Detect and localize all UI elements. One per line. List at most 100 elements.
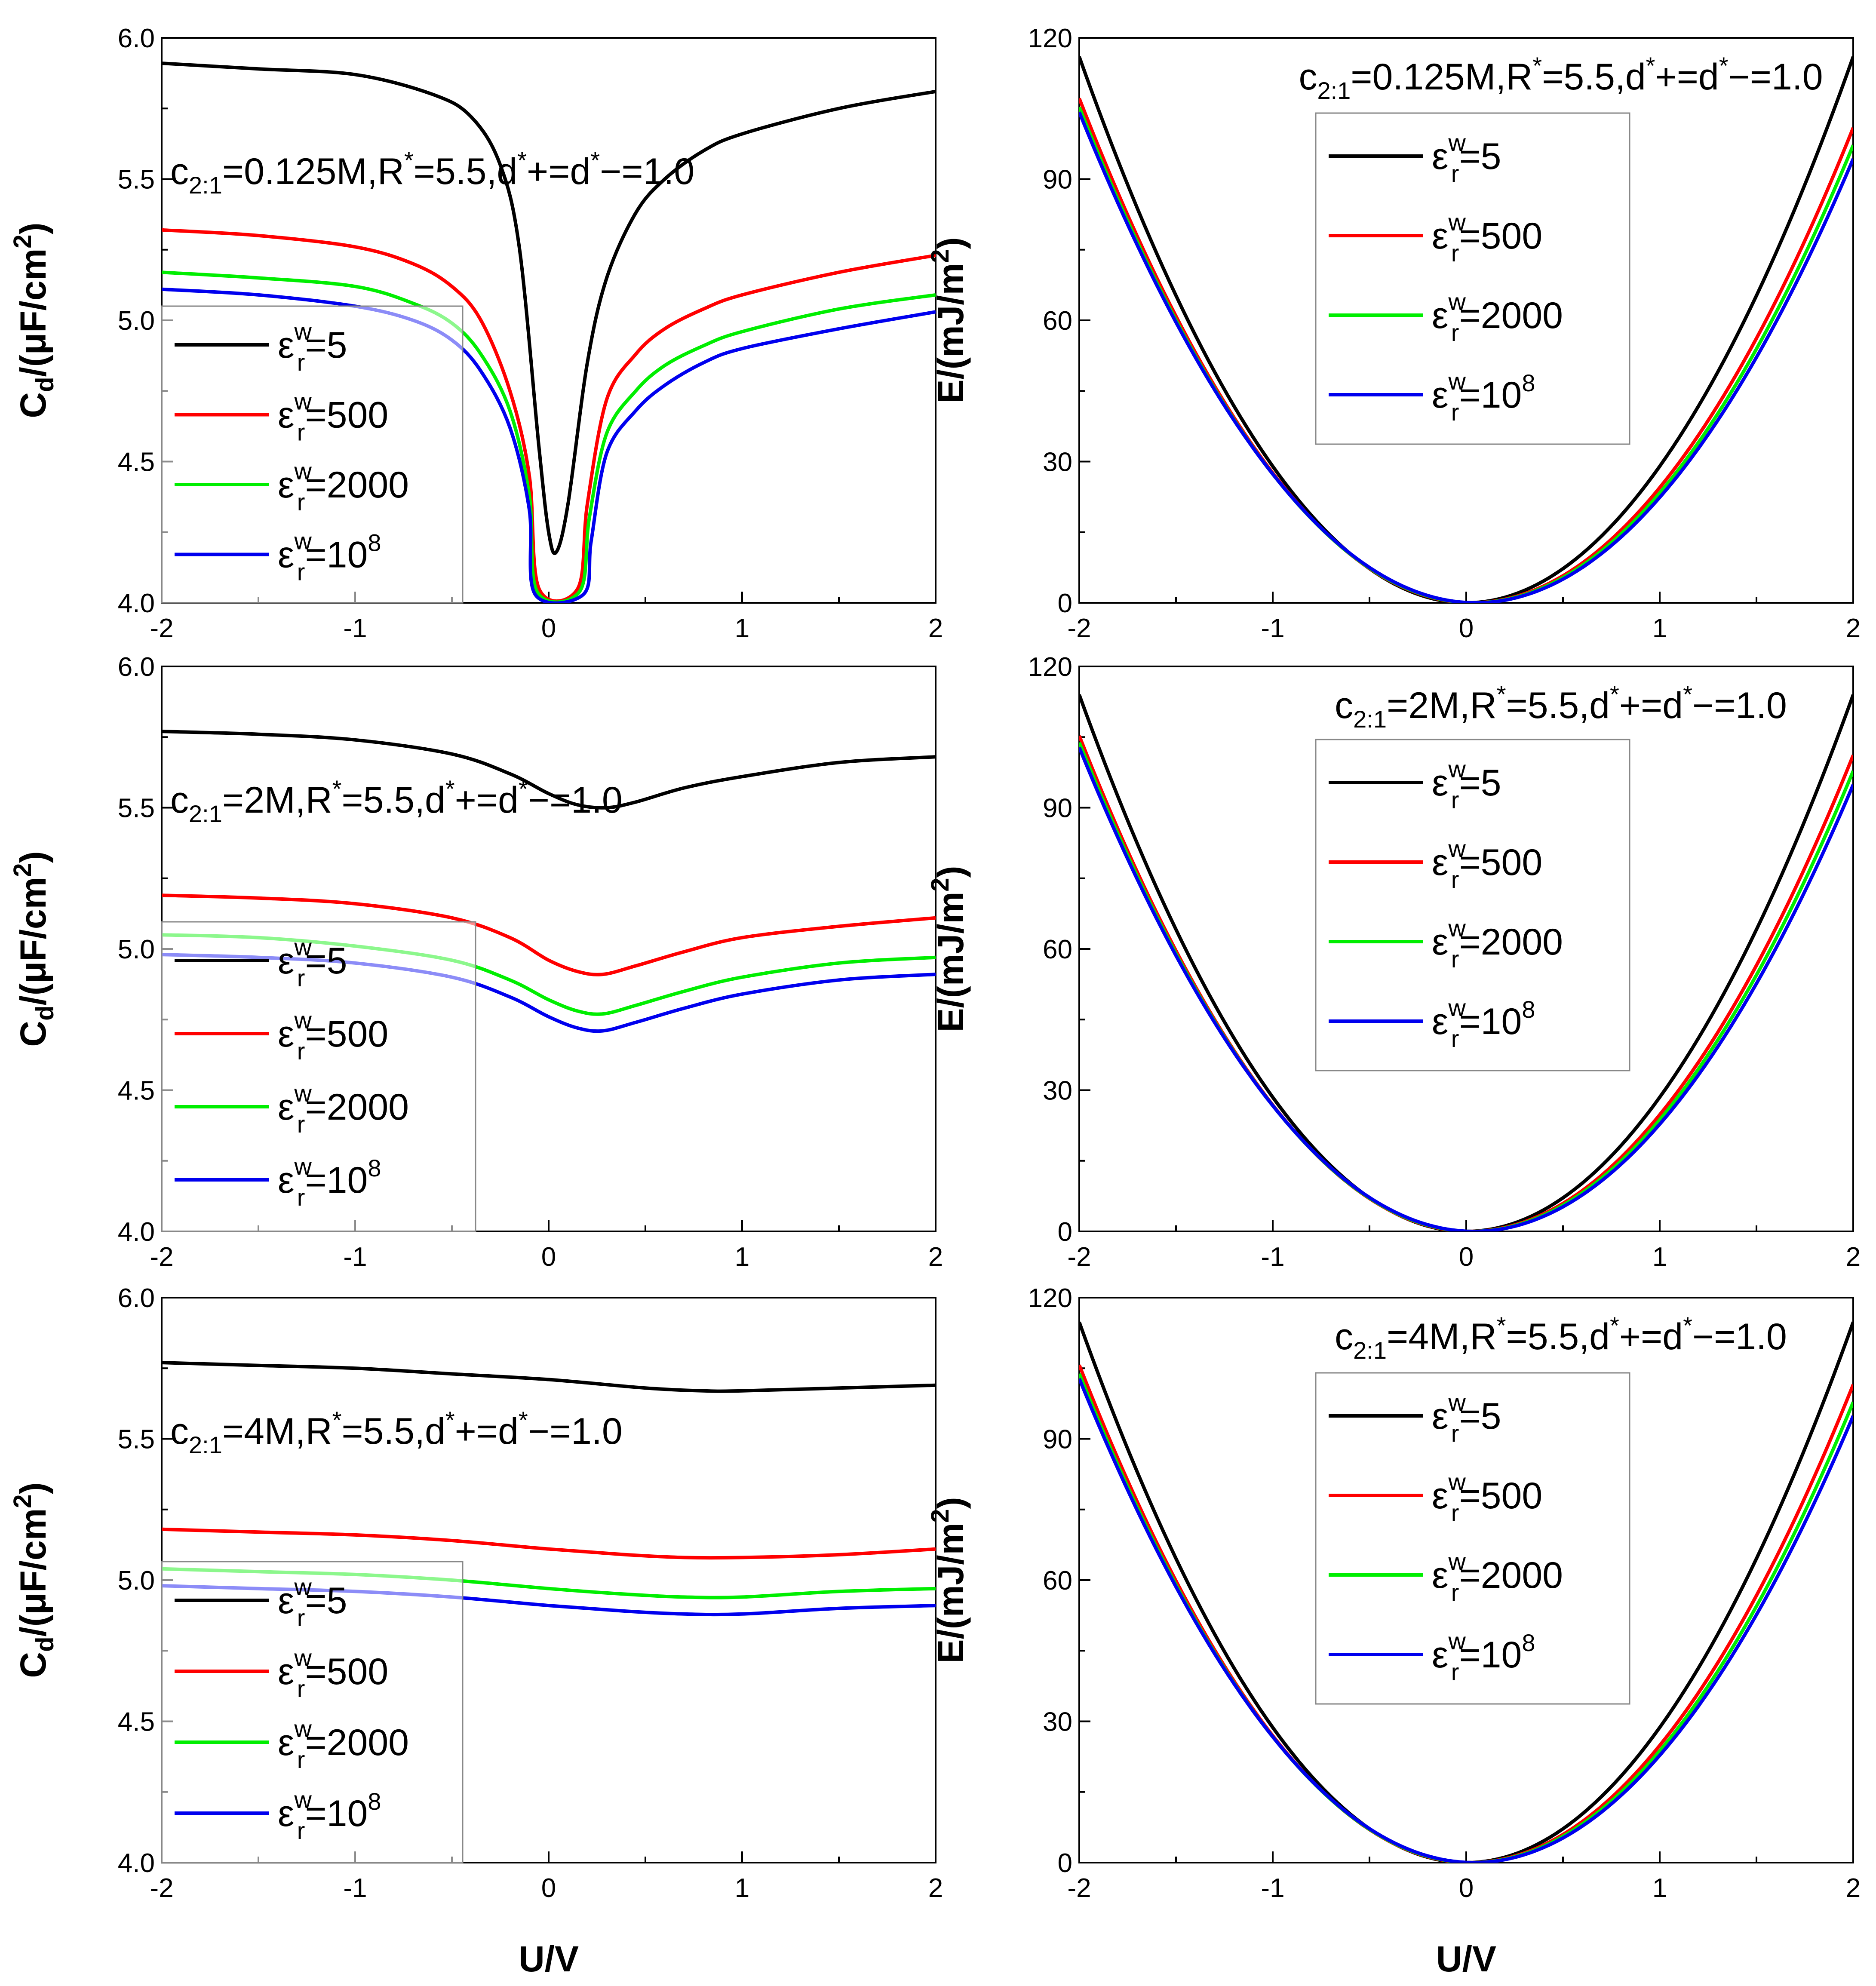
y-title-main: E/(mJ/m bbox=[930, 892, 971, 1032]
x-tick-label: 1 bbox=[1652, 1242, 1667, 1272]
legend-r-sub: r bbox=[1451, 945, 1459, 973]
annot-end: −=1.0 bbox=[528, 1411, 623, 1452]
y-tick-label: 5.5 bbox=[118, 1425, 155, 1455]
series-line-3 bbox=[1079, 746, 1853, 1231]
legend-value: =5 bbox=[1459, 136, 1501, 177]
y-tick-label: 0 bbox=[1058, 1217, 1072, 1247]
chart-panel-cd-4M: -2 -1 0 1 24.04.55.05.56.0Cd/(μF/cm2)c2:1=4M… bbox=[9, 1283, 943, 1903]
series-line-0 bbox=[1079, 1321, 1853, 1863]
x-tick-label: 0 bbox=[541, 614, 556, 643]
panels: -2 -1 0 1 24.04.55.05.56.0Cd/(μF/cm2)c2:1=0.… bbox=[9, 24, 1861, 1903]
x-tick-label: 2 bbox=[1846, 1873, 1861, 1903]
legend-w-sup: w bbox=[1448, 288, 1466, 315]
y-tick-label: 5.0 bbox=[118, 1566, 155, 1596]
legend-label-3: εw r=108 bbox=[1432, 368, 1535, 426]
legend-epsilon: ε bbox=[1432, 1555, 1448, 1596]
annot-end: −=1.0 bbox=[600, 151, 694, 192]
legend-epsilon: ε bbox=[278, 1793, 294, 1834]
legend-epsilon: ε bbox=[278, 534, 294, 576]
legend-label-1: εw r=500 bbox=[1432, 1468, 1542, 1526]
y-title-end: ) bbox=[13, 851, 53, 863]
legend-epsilon: ε bbox=[1432, 1396, 1448, 1437]
x-tick-label: 1 bbox=[735, 614, 749, 643]
y-title-mid: /(μF/cm bbox=[13, 877, 53, 1006]
y-title-main: C bbox=[13, 1021, 53, 1047]
legend-r-sub: r bbox=[1451, 1025, 1459, 1052]
x-tick-label: 0 bbox=[541, 1873, 556, 1903]
y-title-sub: d bbox=[31, 1636, 59, 1651]
y-title-sup: 2 bbox=[926, 878, 954, 891]
x-tick-label: 1 bbox=[1652, 614, 1667, 643]
legend-value: =10 bbox=[1459, 1634, 1522, 1676]
y-tick-label: 90 bbox=[1043, 1425, 1072, 1455]
y-title-main: E/(mJ/m bbox=[930, 1523, 971, 1664]
legend-value: =10 bbox=[1459, 1001, 1522, 1042]
annot-dplus: +=d bbox=[527, 151, 590, 192]
x-tick-label: -1 bbox=[1261, 1873, 1284, 1903]
annot-r-star: * bbox=[332, 1406, 342, 1433]
legend-r-sub: r bbox=[1451, 399, 1459, 426]
legend-epsilon: ε bbox=[1432, 215, 1448, 257]
legend-value: =10 bbox=[305, 1793, 368, 1834]
legend-label-2: εw r=2000 bbox=[278, 457, 409, 516]
annot-end: −=1.0 bbox=[528, 780, 623, 821]
series-group bbox=[1079, 56, 1853, 603]
y-title-end: ) bbox=[930, 1497, 971, 1509]
legend-label-0: εw r=5 bbox=[278, 318, 347, 376]
x-tick-label: -1 bbox=[1261, 614, 1284, 643]
y-title-mid: /(μF/cm bbox=[13, 249, 53, 377]
annot-c-sub: 2:1 bbox=[1317, 77, 1351, 104]
series-line-3 bbox=[1079, 111, 1853, 603]
y-title-main: C bbox=[13, 392, 53, 418]
y-title-sub: d bbox=[31, 377, 59, 392]
series-line-0 bbox=[1079, 56, 1853, 603]
legend-w-sup: w bbox=[1448, 368, 1466, 395]
annot-dplus: +=d bbox=[1619, 685, 1683, 726]
legend-r-sub: r bbox=[297, 349, 305, 376]
legend-label-1: εw r=500 bbox=[1432, 835, 1542, 893]
series-line-0 bbox=[1079, 694, 1853, 1231]
legend-r-sub: r bbox=[297, 1038, 305, 1065]
legend-epsilon: ε bbox=[1432, 136, 1448, 177]
legend-r-sub: r bbox=[1451, 786, 1459, 813]
legend-w-sup: w bbox=[1448, 1389, 1466, 1416]
y-tick-label: 5.5 bbox=[118, 165, 155, 195]
y-tick-label: 90 bbox=[1043, 165, 1072, 195]
legend-r-sub: r bbox=[297, 1184, 305, 1211]
y-title-sup: 2 bbox=[926, 1509, 954, 1522]
legend-value-sup: 8 bbox=[368, 1788, 381, 1815]
legend-r-sub: r bbox=[1451, 1658, 1459, 1685]
legend-label-3: εw r=108 bbox=[278, 1153, 381, 1211]
legend-w-sup: w bbox=[1448, 835, 1466, 862]
y-axis-title: E/(mJ/m2) bbox=[926, 1497, 971, 1663]
annot-conc: =4M,R bbox=[222, 1411, 332, 1452]
annot-c: c bbox=[170, 151, 189, 192]
annot-d2-star: * bbox=[1719, 52, 1729, 79]
y-tick-label: 60 bbox=[1043, 935, 1072, 964]
annot-d2-star: * bbox=[1683, 681, 1692, 708]
annot-c-sub: 2:1 bbox=[189, 1431, 222, 1458]
series-line-1 bbox=[162, 1527, 936, 1560]
legend-epsilon: ε bbox=[278, 1013, 294, 1055]
legend-w-sup: w bbox=[1448, 209, 1466, 236]
legend-label-3: εw r=108 bbox=[1432, 994, 1535, 1052]
legend-label-2: εw r=2000 bbox=[278, 1080, 409, 1138]
legend-r-sub: r bbox=[297, 964, 305, 991]
x-tick-label: -1 bbox=[343, 1242, 367, 1272]
annot-conc: =0.125M,R bbox=[1351, 56, 1532, 98]
x-tick-label: -1 bbox=[1261, 1242, 1284, 1272]
legend-w-sup: w bbox=[294, 1644, 312, 1671]
legend-box bbox=[1315, 112, 1630, 445]
x-tick-label: 2 bbox=[1846, 614, 1861, 643]
annot-radius: =5.5,d bbox=[414, 151, 518, 192]
legend-r-sub: r bbox=[297, 1817, 305, 1844]
legend-value: =2000 bbox=[305, 1722, 409, 1763]
legend-r-sub: r bbox=[297, 559, 305, 586]
series-group bbox=[162, 61, 936, 603]
annot-d2-star: * bbox=[1683, 1312, 1692, 1339]
legend-label-1: εw r=500 bbox=[1432, 209, 1542, 267]
legend-value: =500 bbox=[1459, 1475, 1542, 1516]
y-tick-label: 60 bbox=[1043, 306, 1072, 336]
annot-dplus: +=d bbox=[1655, 56, 1719, 98]
